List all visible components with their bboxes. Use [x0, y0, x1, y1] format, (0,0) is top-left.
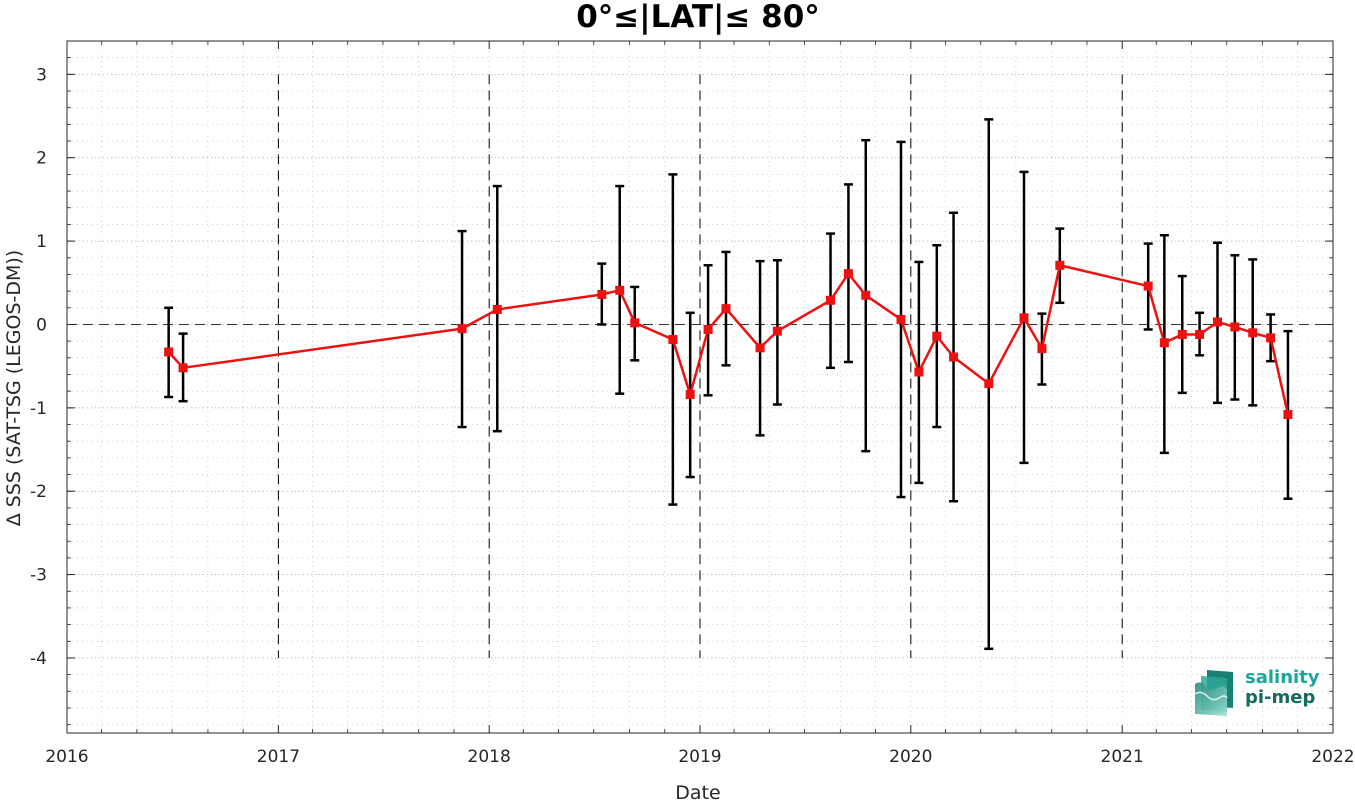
data-point-marker — [685, 390, 695, 400]
data-point-marker — [630, 318, 640, 328]
series-markers — [164, 260, 1293, 420]
y-tick-label: -1 — [30, 399, 47, 419]
data-point-marker — [703, 324, 713, 334]
data-point-marker — [1212, 317, 1222, 327]
salinity-pi-mep-logo: salinity pi-mep — [1193, 668, 1343, 720]
x-tick-label: 2017 — [257, 747, 300, 767]
data-point-marker — [1177, 329, 1187, 339]
axis-ticks — [66, 40, 1334, 733]
wave-logo-icon — [1194, 670, 1233, 716]
data-point-marker — [1143, 281, 1153, 291]
x-tick-label: 2021 — [1101, 747, 1144, 767]
data-point-marker — [861, 290, 871, 300]
data-point-marker — [721, 304, 731, 314]
x-axis-label: Date — [675, 782, 720, 801]
data-point-marker — [949, 352, 959, 362]
data-point-marker — [615, 285, 625, 295]
x-tick-label: 2018 — [468, 747, 511, 767]
data-point-marker — [597, 289, 607, 299]
data-point-marker — [932, 331, 942, 341]
data-point-marker — [984, 379, 994, 389]
x-tick-label: 2022 — [1311, 747, 1354, 767]
data-point-marker — [896, 314, 906, 324]
data-point-marker — [914, 367, 924, 377]
data-point-marker — [1248, 328, 1258, 338]
data-point-marker — [668, 334, 678, 344]
x-tick-labels: 2016 2017 2018 2019 2020 2021 2022 — [45, 747, 1354, 767]
y-tick-label: -4 — [30, 649, 47, 669]
x-tick-label: 2019 — [678, 747, 721, 767]
data-point-marker — [843, 269, 853, 279]
y-tick-label: 0 — [36, 315, 47, 335]
series-line — [167, 264, 1290, 415]
y-axis-label: Δ SSS (SAT-TSG (LEGOS-DM)) — [3, 250, 25, 526]
logo-text-salinity: salinity — [1245, 667, 1320, 688]
y-tick-label: -2 — [30, 482, 47, 502]
data-point-marker — [1283, 410, 1293, 420]
data-point-marker — [755, 343, 765, 353]
y-tick-labels: -4 -3 -2 -1 0 1 2 3 — [30, 65, 47, 669]
year-markers — [277, 74, 1123, 658]
y-tick-label: 3 — [36, 65, 47, 85]
series-polyline — [167, 264, 1290, 415]
data-point-marker — [826, 295, 836, 305]
data-point-marker — [1019, 313, 1029, 323]
data-point-marker — [1230, 322, 1240, 332]
data-point-marker — [1055, 260, 1065, 270]
y-tick-label: 2 — [36, 149, 47, 169]
y-tick-label: 1 — [36, 232, 47, 252]
data-point-marker — [492, 304, 502, 314]
logo-text-pimep: pi-mep — [1245, 687, 1316, 708]
data-point-marker — [1195, 329, 1205, 339]
data-point-marker — [178, 363, 188, 373]
data-point-marker — [164, 347, 174, 357]
data-point-marker — [1037, 344, 1047, 354]
x-tick-label: 2020 — [889, 747, 932, 767]
data-point-marker — [457, 324, 467, 334]
data-point-marker — [1266, 333, 1276, 343]
data-point-marker — [772, 326, 782, 336]
error-bars — [164, 118, 1293, 651]
chart-title: 0°≤|LAT|≤ 80° — [576, 0, 820, 35]
y-tick-label: -3 — [30, 566, 47, 586]
x-tick-label: 2016 — [45, 747, 88, 767]
data-point-marker — [1159, 338, 1169, 348]
